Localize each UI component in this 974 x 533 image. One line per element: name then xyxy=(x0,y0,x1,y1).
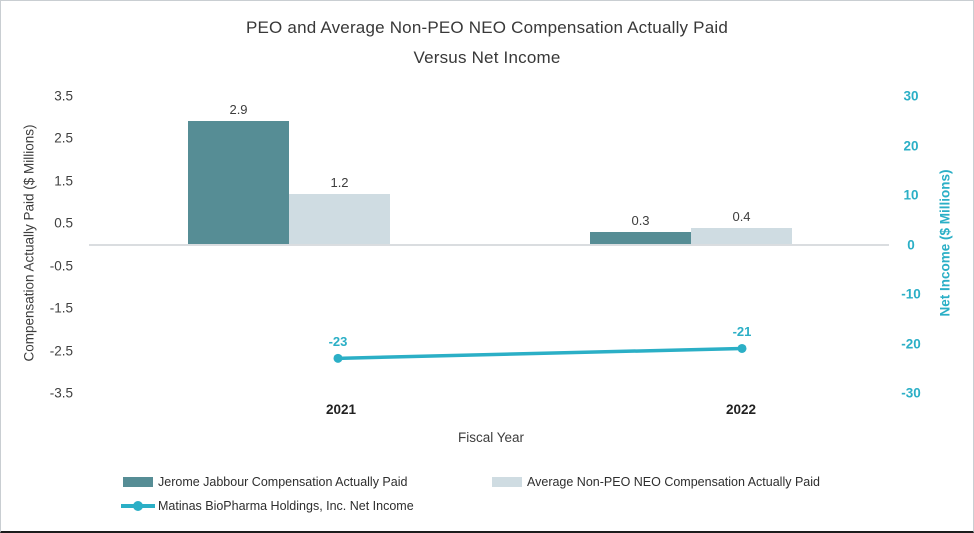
legend-entry-1: Jerome Jabbour Compensation Actually Pai… xyxy=(123,475,407,489)
chart-title: PEO and Average Non-PEO NEO Compensation… xyxy=(1,13,973,73)
chart-title-line1: PEO and Average Non-PEO NEO Compensation… xyxy=(245,18,729,37)
right-axis-tick-label: -20 xyxy=(901,336,921,351)
right-axis-tick-label: 30 xyxy=(903,88,919,104)
bar-2021-series2 xyxy=(289,193,390,245)
x-axis-title: Fiscal Year xyxy=(457,430,525,445)
left-axis-tick-label: -0.5 xyxy=(49,258,73,274)
legend-entry-3: Matinas BioPharma Holdings, Inc. Net Inc… xyxy=(121,499,414,513)
bar-value-label: 0.3 xyxy=(631,212,650,228)
bar-value-label: 0.4 xyxy=(732,208,751,224)
left-axis-tick-label: -3.5 xyxy=(49,385,73,401)
bar-2021-series1 xyxy=(188,121,289,245)
right-axis-tick-label: 0 xyxy=(907,237,915,252)
bar-2022-series1 xyxy=(590,231,691,245)
left-axis-title: Compensation Actually Paid ($ Millions) xyxy=(21,124,37,362)
left-axis-tick-label: 3.5 xyxy=(54,88,73,104)
bar-2022-series2 xyxy=(691,227,792,245)
category-label-2021: 2021 xyxy=(325,402,357,417)
bar-value-label: 1.2 xyxy=(330,174,349,190)
legend-swatch-icon xyxy=(123,477,153,487)
legend-label: Jerome Jabbour Compensation Actually Pai… xyxy=(158,475,408,489)
right-axis-tick-label: -10 xyxy=(901,286,921,302)
right-axis-title: Net Income ($ Millions) xyxy=(937,169,953,317)
line-marker xyxy=(333,353,343,363)
line-marker xyxy=(737,343,747,353)
legend-entry-2: Average Non-PEO NEO Compensation Actuall… xyxy=(492,475,820,489)
category-label-2022: 2022 xyxy=(725,402,757,417)
left-axis-tick-label: -1.5 xyxy=(49,300,73,316)
right-axis-tick-label: 20 xyxy=(903,138,919,153)
legend-label: Average Non-PEO NEO Compensation Actuall… xyxy=(527,475,820,489)
legend-label: Matinas BioPharma Holdings, Inc. Net Inc… xyxy=(158,499,414,513)
bar-value-label: 2.9 xyxy=(229,102,248,118)
line-value-label: -21 xyxy=(732,324,752,340)
left-axis-tick-label: 0.5 xyxy=(54,215,73,231)
left-axis-tick-label: -2.5 xyxy=(49,343,73,359)
chart-title-line2: Versus Net Income xyxy=(413,48,561,67)
legend-line-marker-icon xyxy=(121,501,155,511)
right-axis-tick-label: -30 xyxy=(901,385,921,401)
right-axis-tick-label: 10 xyxy=(903,187,919,203)
legend-swatch-icon xyxy=(492,477,522,487)
line-value-label: -23 xyxy=(328,334,348,350)
zero-axis-line xyxy=(89,244,889,246)
left-axis-tick-label: 2.5 xyxy=(54,130,73,146)
left-axis-tick-label: 1.5 xyxy=(54,173,73,189)
